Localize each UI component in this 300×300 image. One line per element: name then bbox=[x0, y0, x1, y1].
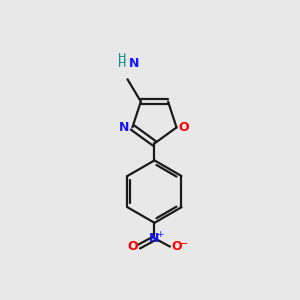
Text: N: N bbox=[149, 232, 160, 245]
Text: +: + bbox=[156, 230, 164, 239]
Text: −: − bbox=[179, 239, 189, 249]
Text: O: O bbox=[178, 121, 189, 134]
Text: N: N bbox=[129, 57, 139, 70]
Text: H: H bbox=[118, 59, 126, 69]
Text: O: O bbox=[171, 240, 182, 253]
Text: H: H bbox=[118, 53, 126, 63]
Text: N: N bbox=[119, 121, 129, 134]
Text: O: O bbox=[127, 240, 138, 253]
